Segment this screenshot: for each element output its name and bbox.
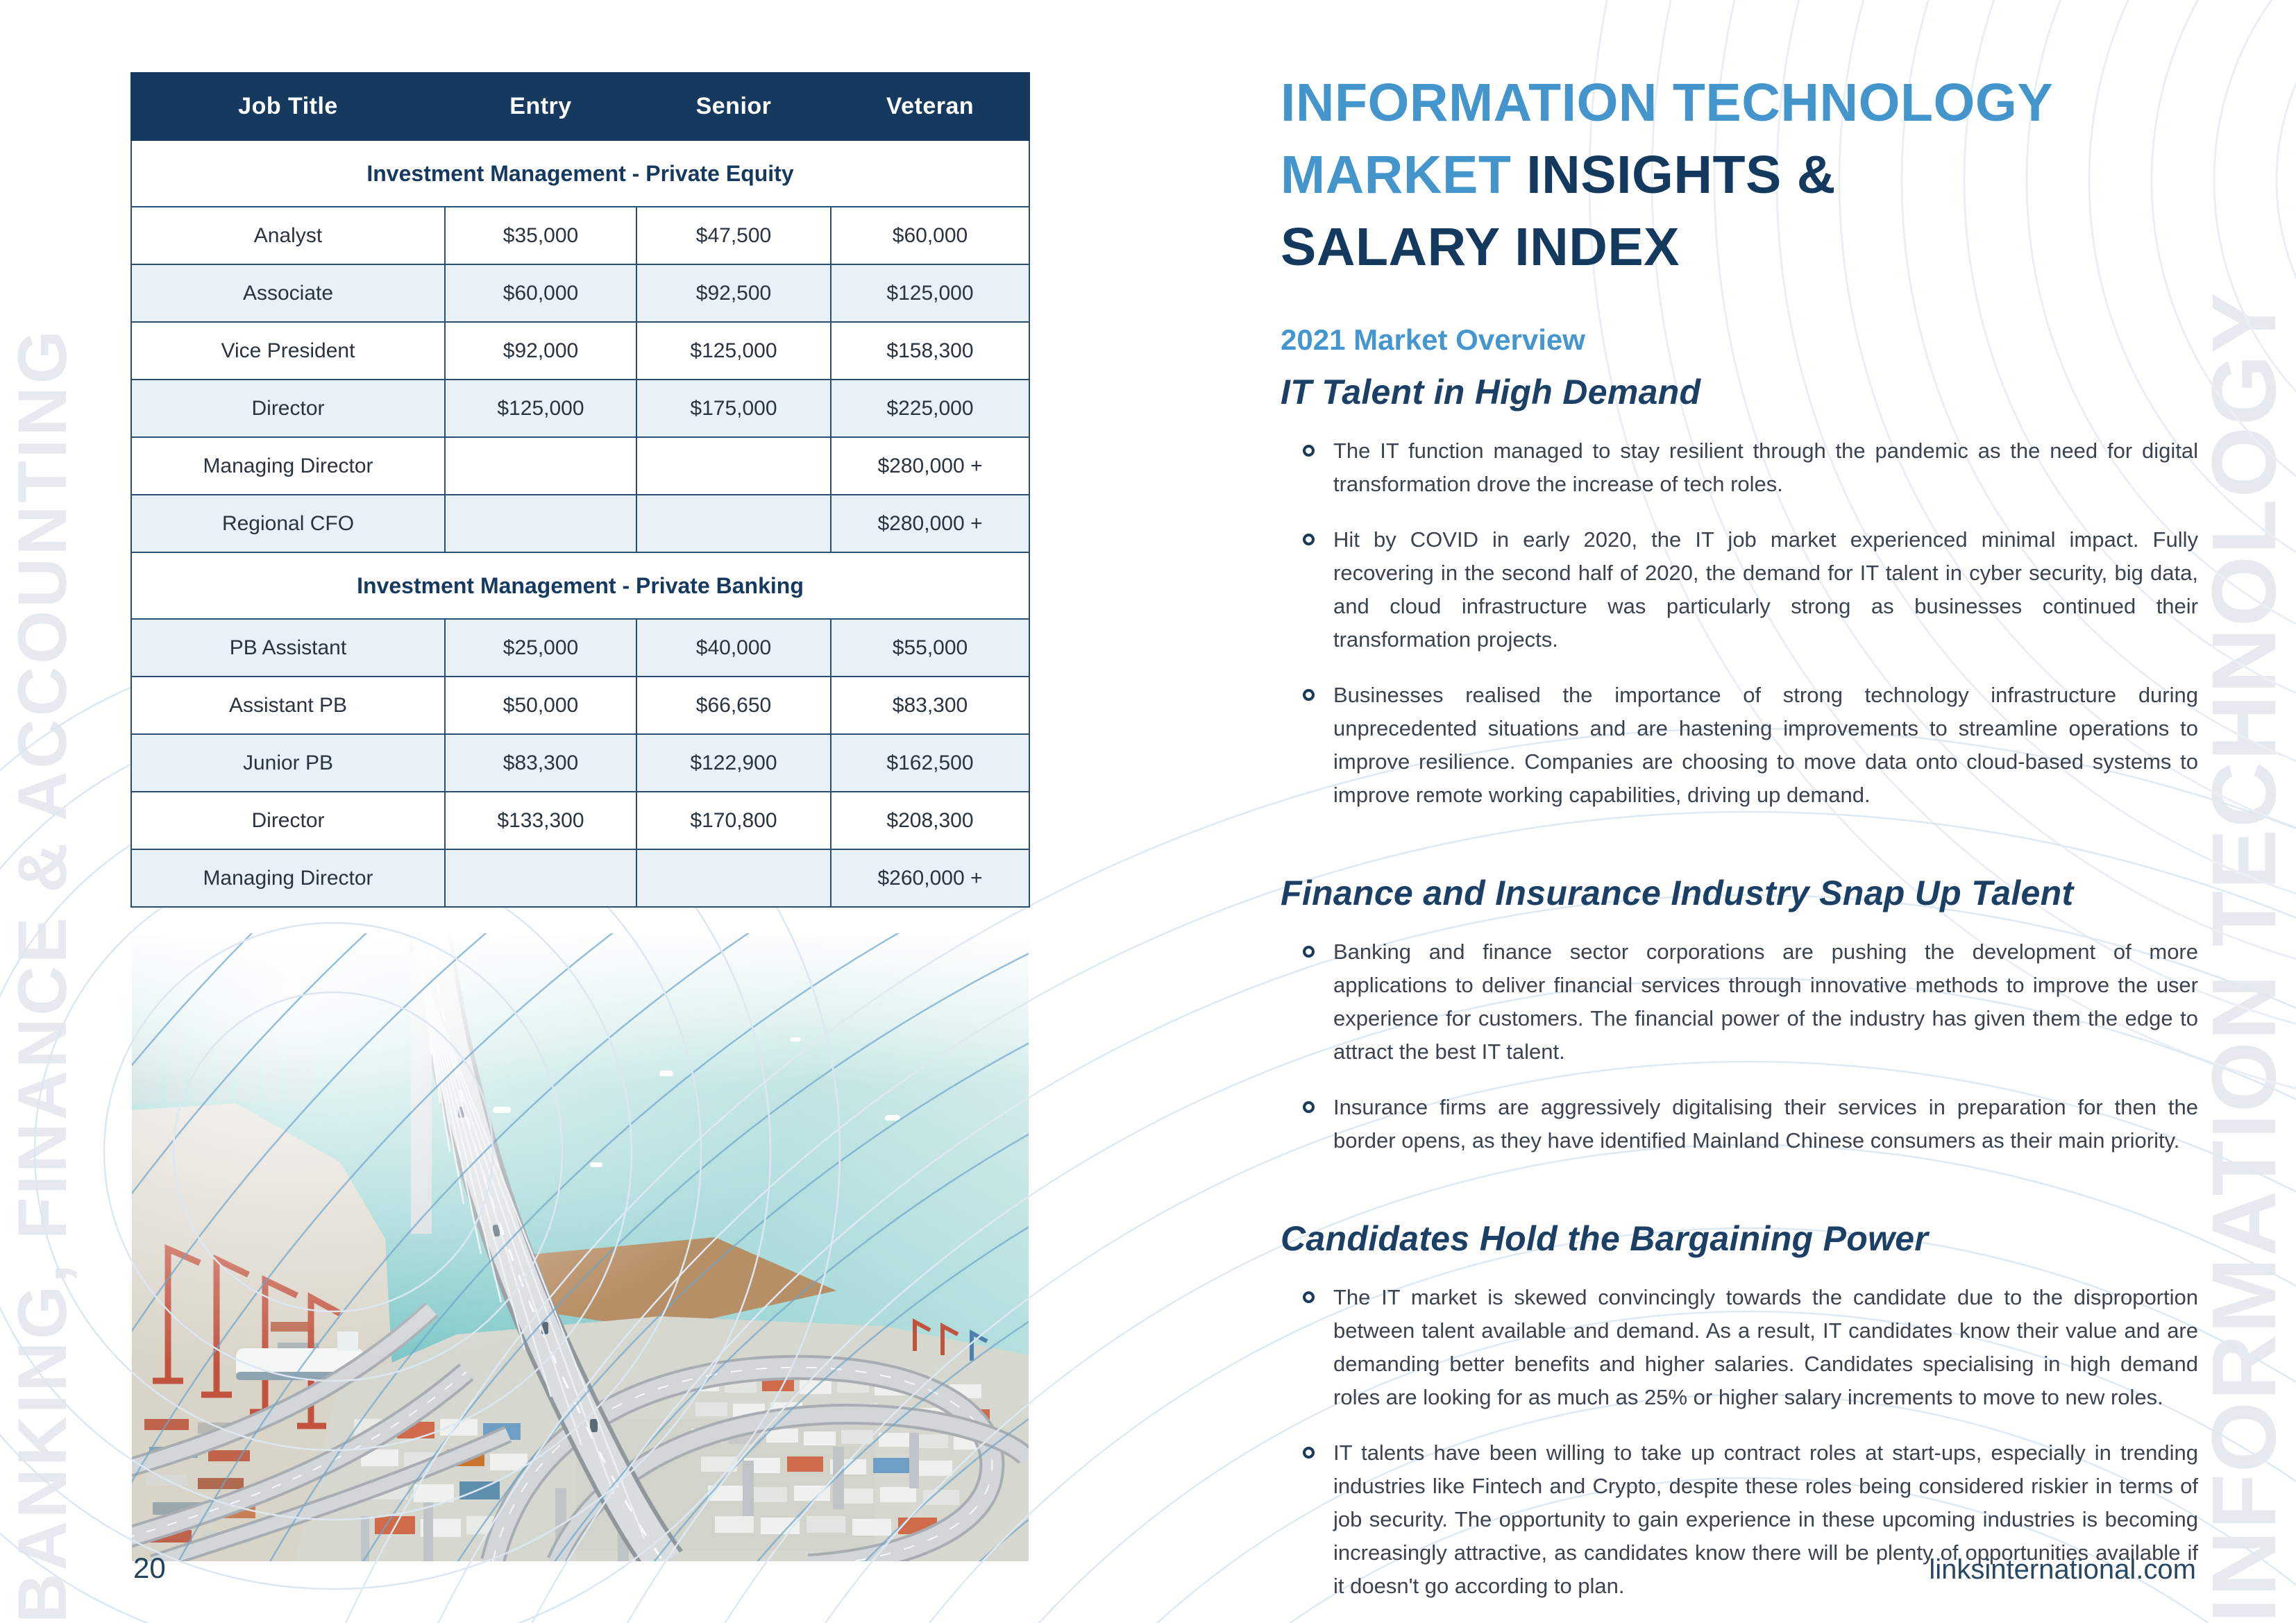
page-number: 20 xyxy=(133,1552,166,1584)
title-line3: SALARY INDEX xyxy=(1281,217,1680,277)
table-row: Director $125,000 $175,000 $225,000 xyxy=(130,379,1030,438)
bullet-item: Businesses realised the importance of st… xyxy=(1303,679,2198,812)
table-header-row: Job Title Entry Senior Veteran xyxy=(130,72,1030,141)
table-row: Assistant PB $50,000 $66,650 $83,300 xyxy=(130,676,1030,735)
salary-cell: $225,000 xyxy=(830,379,1030,438)
salary-cell: $35,000 xyxy=(444,206,637,265)
bullet-list: The IT function managed to stay resilien… xyxy=(1281,434,2198,812)
salary-table-body: Investment Management - Private Equity An… xyxy=(130,139,1030,908)
salary-cell: $170,800 xyxy=(636,791,832,850)
table-section-row: Investment Management - Private Equity xyxy=(130,139,1030,207)
table-row: Managing Director $280,000 + xyxy=(130,436,1030,495)
page-title: INFORMATION TECHNOLOGY MARKET INSIGHTS &… xyxy=(1281,67,2198,283)
title-line2-rest: INSIGHTS & xyxy=(1511,145,1836,205)
table-section-title: Investment Management - Private Banking xyxy=(130,552,1030,620)
job-title-cell: Assistant PB xyxy=(130,676,446,735)
salary-cell: $158,300 xyxy=(830,321,1030,380)
salary-cell: $125,000 xyxy=(636,321,832,380)
salary-cell: $25,000 xyxy=(444,618,637,677)
table-row: Regional CFO $280,000 + xyxy=(130,494,1030,553)
market-overview-label: 2021 Market Overview xyxy=(1281,323,1585,356)
job-title-cell: Associate xyxy=(130,264,446,323)
salary-cell xyxy=(636,494,832,553)
job-title-cell: PB Assistant xyxy=(130,618,446,677)
salary-cell: $47,500 xyxy=(636,206,832,265)
table-row: Managing Director $260,000 + xyxy=(130,849,1030,908)
salary-cell: $55,000 xyxy=(830,618,1030,677)
job-title-cell: Regional CFO xyxy=(130,494,446,553)
salary-cell: $60,000 xyxy=(830,206,1030,265)
salary-cell: $162,500 xyxy=(830,733,1030,792)
section-finance-insurance: Finance and Insurance Industry Snap Up T… xyxy=(1281,873,2198,1157)
job-title-cell: Vice President xyxy=(130,321,446,380)
salary-cell xyxy=(444,436,637,495)
bullet-item: Insurance firms are aggressively digital… xyxy=(1303,1091,2198,1157)
bullet-item: Hit by COVID in early 2020, the IT job m… xyxy=(1303,523,2198,656)
salary-cell: $122,900 xyxy=(636,733,832,792)
salary-cell: $280,000 + xyxy=(830,494,1030,553)
salary-cell xyxy=(444,849,637,908)
title-line1: INFORMATION TECHNOLOGY xyxy=(1281,73,2054,133)
right-watermark: INFORMATION TECHNOLOGY xyxy=(2193,291,2295,1623)
table-row: PB Assistant $25,000 $40,000 $55,000 xyxy=(130,618,1030,677)
salary-cell xyxy=(636,849,832,908)
salary-cell: $83,300 xyxy=(444,733,637,792)
table-row: Director $133,300 $170,800 $208,300 xyxy=(130,791,1030,850)
section-bargaining-power: Candidates Hold the Bargaining Power The… xyxy=(1281,1218,2198,1603)
salary-cell: $50,000 xyxy=(444,676,637,735)
job-title-cell: Managing Director xyxy=(130,849,446,908)
column-header-senior: Senior xyxy=(636,72,832,141)
section-heading: Finance and Insurance Industry Snap Up T… xyxy=(1281,874,2074,912)
table-section-title: Investment Management - Private Equity xyxy=(130,139,1030,207)
salary-cell: $60,000 xyxy=(444,264,637,323)
salary-cell: $83,300 xyxy=(830,676,1030,735)
salary-cell: $260,000 + xyxy=(830,849,1030,908)
table-section-row: Investment Management - Private Banking xyxy=(130,552,1030,620)
salary-cell: $125,000 xyxy=(444,379,637,438)
salary-cell xyxy=(636,436,832,495)
salary-cell: $208,300 xyxy=(830,791,1030,850)
column-header-veteran: Veteran xyxy=(830,72,1030,141)
salary-cell: $125,000 xyxy=(830,264,1030,323)
salary-cell: $133,300 xyxy=(444,791,637,850)
section-heading: IT Talent in High Demand xyxy=(1281,373,1701,411)
website-link[interactable]: linksinternational.com xyxy=(1929,1554,2196,1585)
job-title-cell: Managing Director xyxy=(130,436,446,495)
bullet-item: The IT market is skewed convincingly tow… xyxy=(1303,1281,2198,1414)
bullet-item: Banking and finance sector corporations … xyxy=(1303,935,2198,1069)
title-line2-accent: MARKET xyxy=(1281,145,1512,205)
table-row: Associate $60,000 $92,500 $125,000 xyxy=(130,264,1030,323)
job-title-cell: Director xyxy=(130,379,446,438)
bullet-list: Banking and finance sector corporations … xyxy=(1281,935,2198,1157)
column-header-job-title: Job Title xyxy=(130,72,446,141)
salary-cell: $175,000 xyxy=(636,379,832,438)
salary-cell: $40,000 xyxy=(636,618,832,677)
salary-cell xyxy=(444,494,637,553)
job-title-cell: Director xyxy=(130,791,446,850)
salary-cell: $92,500 xyxy=(636,264,832,323)
bridge-aerial-photo xyxy=(132,933,1029,1561)
job-title-cell: Analyst xyxy=(130,206,446,265)
job-title-cell: Junior PB xyxy=(130,733,446,792)
table-row: Junior PB $83,300 $122,900 $162,500 xyxy=(130,733,1030,792)
salary-cell: $280,000 + xyxy=(830,436,1030,495)
bullet-item: The IT function managed to stay resilien… xyxy=(1303,434,2198,501)
section-heading: Candidates Hold the Bargaining Power xyxy=(1281,1219,1929,1258)
table-row: Analyst $35,000 $47,500 $60,000 xyxy=(130,206,1030,265)
article-column: INFORMATION TECHNOLOGY MARKET INSIGHTS &… xyxy=(1281,67,2198,1603)
left-watermark: BANKING, FINANCE & ACCOUNTING xyxy=(3,328,81,1623)
column-header-entry: Entry xyxy=(444,72,637,141)
salary-cell: $66,650 xyxy=(636,676,832,735)
salary-table: Job Title Entry Senior Veteran Investmen… xyxy=(130,72,1030,908)
corner-haze xyxy=(132,933,1029,1561)
table-row: Vice President $92,000 $125,000 $158,300 xyxy=(130,321,1030,380)
section-it-talent: IT Talent in High Demand The IT function… xyxy=(1281,372,2198,812)
salary-cell: $92,000 xyxy=(444,321,637,380)
